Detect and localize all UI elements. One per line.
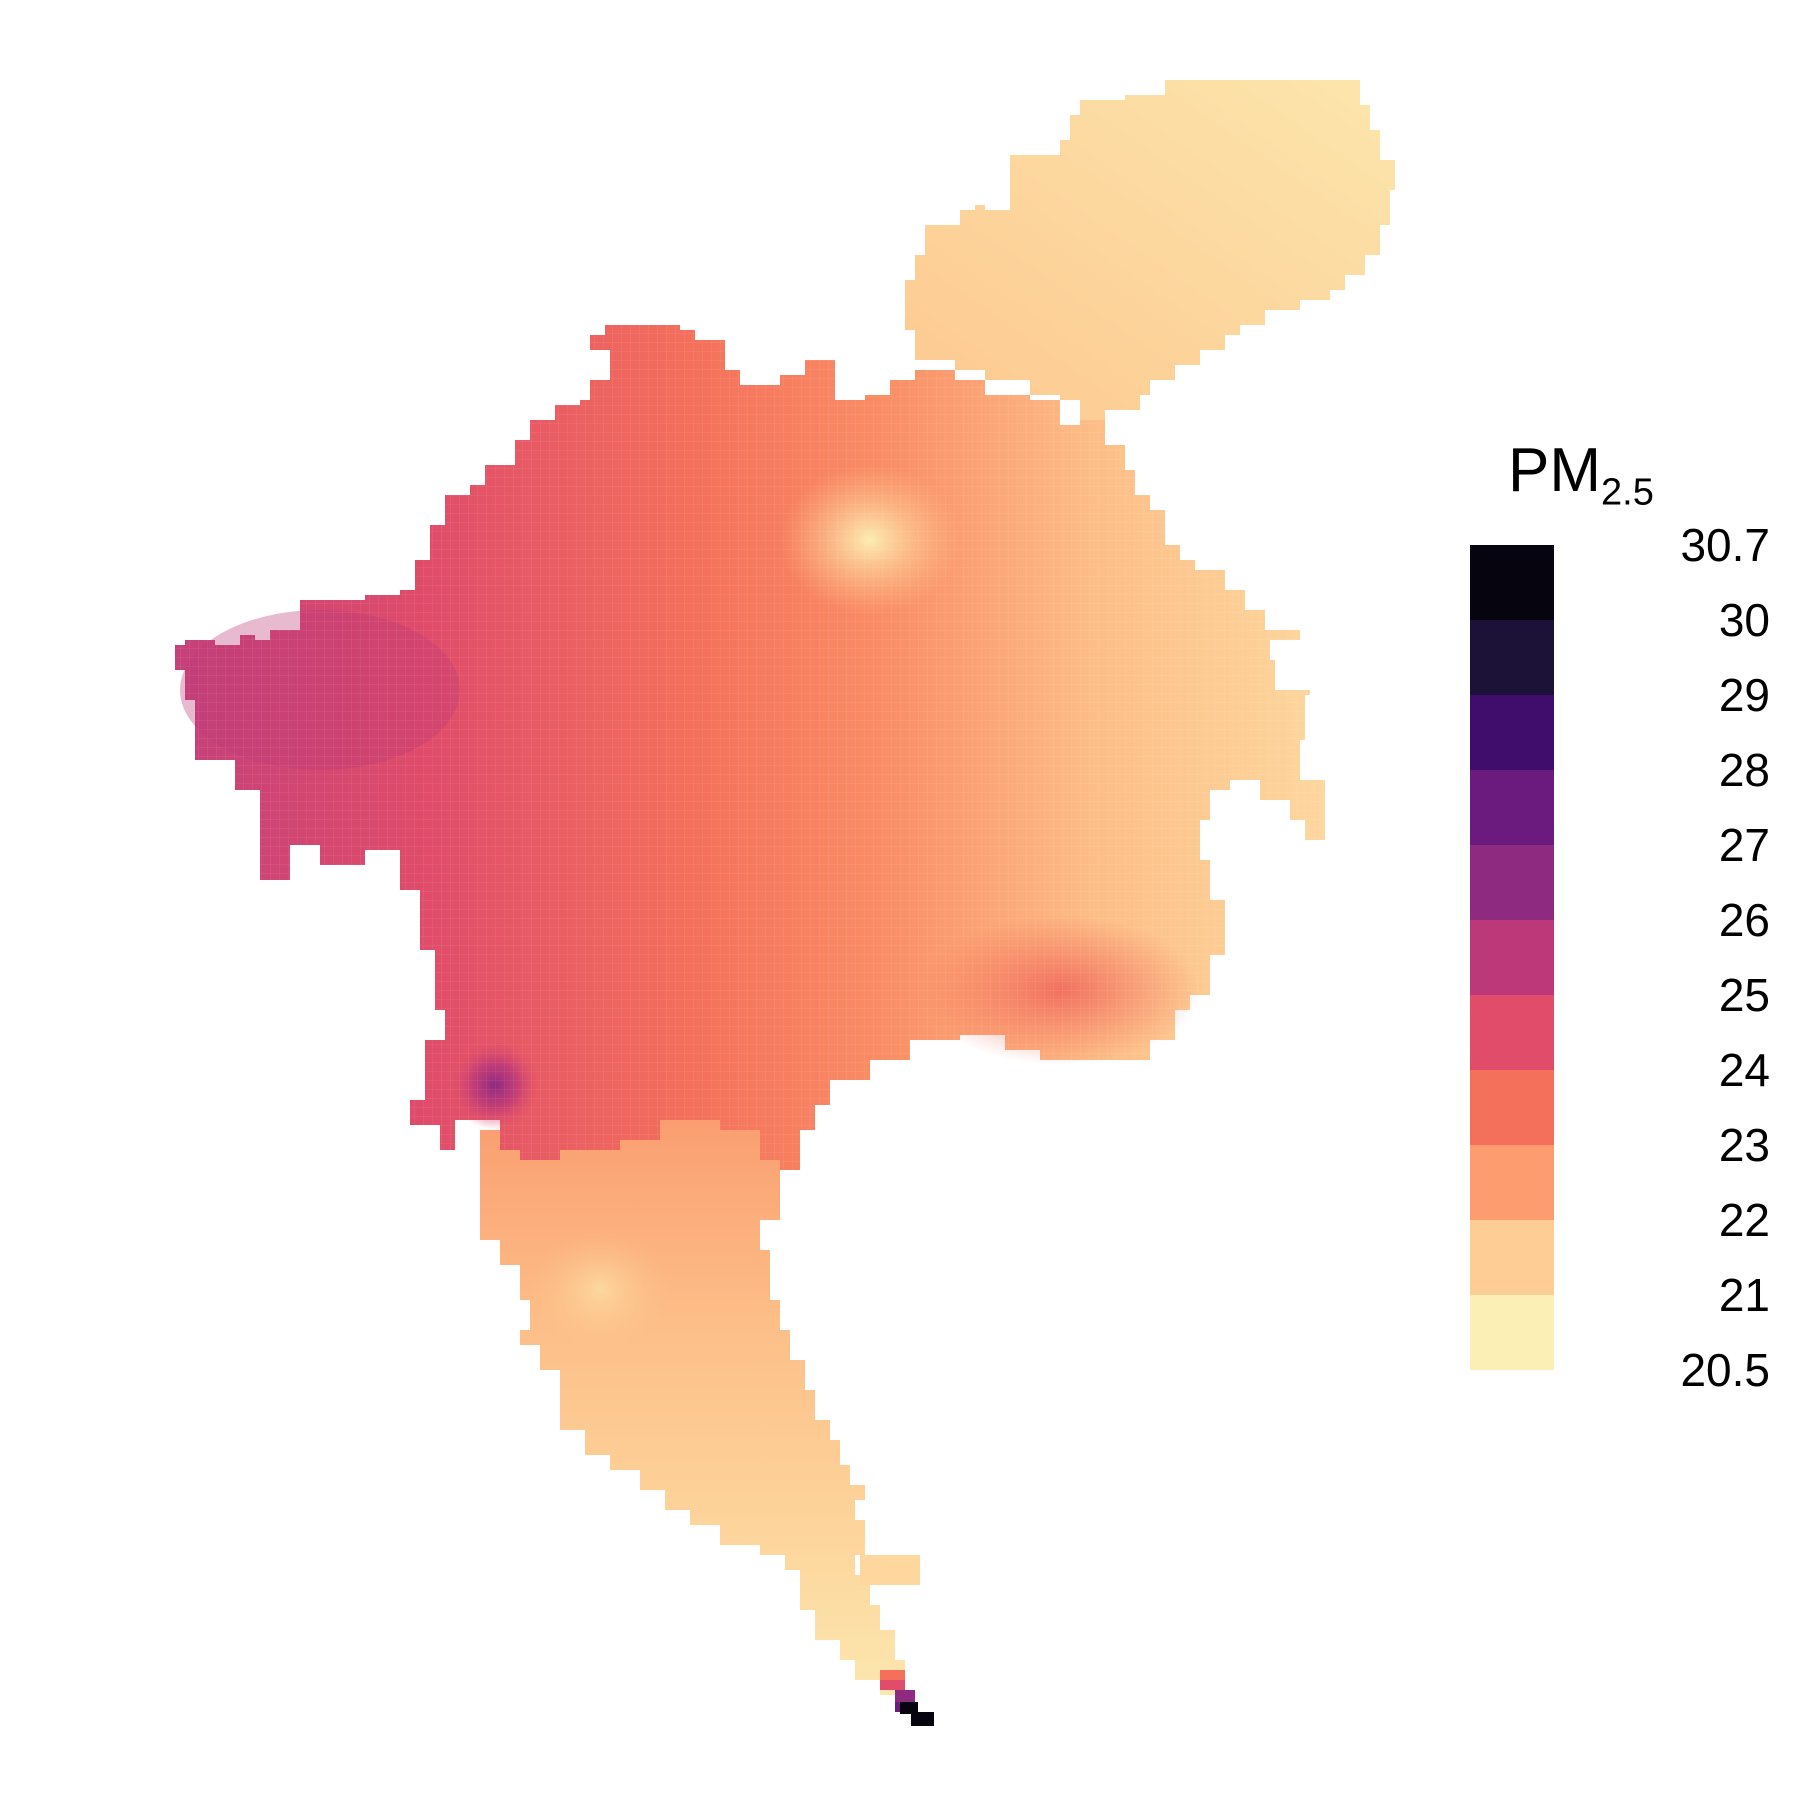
legend-swatch [1470,995,1554,1070]
legend-swatch [1470,620,1554,695]
legend-tick-label-bottom: 20.5 [1680,1344,1770,1396]
legend-tick-label: 30 [1718,594,1770,646]
legend-tick-label: 28 [1718,744,1770,796]
legend-tick-label: 25 [1718,969,1770,1021]
southern-tip-hotspot [880,1670,934,1726]
island-cells [860,1555,920,1585]
legend-swatch [1470,1145,1554,1220]
legend-tick-label: 23 [1718,1119,1770,1171]
legend-tick-label: 30.7 [1680,519,1770,571]
legend-tick-label: 27 [1718,819,1770,871]
legend-swatch [1470,1220,1554,1295]
legend-tick-label: 26 [1718,894,1770,946]
legend-tick-label: 24 [1718,1044,1770,1096]
legend: PM2.5 30.7 30 29 28 27 26 25 24 23 22 21 20.5 [1470,435,1770,1393]
legend-swatch [1470,920,1554,995]
legend-tick-label: 22 [1718,1194,1770,1246]
legend-tick-label: 29 [1718,669,1770,721]
legend-swatch [1470,770,1554,845]
region-northeast-lobe [905,80,1395,420]
legend-tick-label: 21 [1718,1269,1770,1321]
legend-swatch [1470,695,1554,770]
legend-color-ramp [1470,545,1554,1370]
legend-swatch [1470,845,1554,920]
hotspot-light-south [530,1230,670,1350]
region-southern-tail [480,1120,905,1695]
legend-swatch [1470,1295,1554,1370]
legend-swatch [1470,1070,1554,1145]
legend-swatch [1470,545,1554,620]
legend-title: PM2.5 [1508,436,1654,514]
